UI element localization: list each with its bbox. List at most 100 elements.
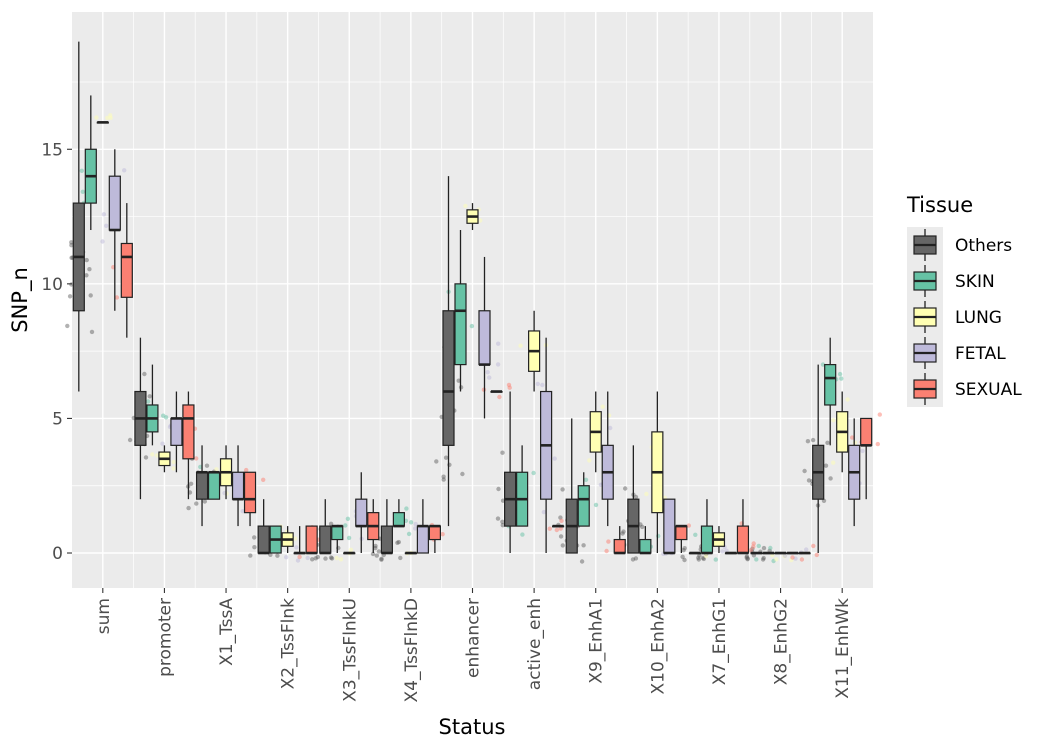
data-point [768, 545, 773, 551]
data-point [756, 543, 761, 549]
data-point [142, 371, 147, 377]
data-point [440, 532, 445, 537]
legend-item-others: Others [907, 227, 1012, 263]
data-point [374, 553, 379, 558]
legend-label: FETAL [955, 344, 1006, 364]
data-point [108, 113, 113, 118]
data-point [252, 535, 257, 540]
legend-item-sexual: SEXUAL [907, 371, 1022, 407]
box-sexual [305, 525, 318, 555]
legend-item-lung: LUNG [907, 299, 1002, 335]
legend-label: LUNG [955, 308, 1002, 328]
box-sexual [613, 526, 626, 555]
box-skin [454, 230, 467, 392]
box-body [478, 310, 491, 366]
data-point [89, 329, 95, 335]
data-point [587, 458, 592, 463]
box-others [688, 551, 702, 555]
data-point [94, 115, 99, 120]
data-point [681, 548, 686, 553]
box-body [380, 525, 393, 554]
box-others [504, 391, 517, 554]
data-point [748, 548, 753, 553]
data-point [67, 294, 73, 299]
data-point [87, 267, 92, 272]
data-point [69, 240, 74, 245]
box-sexual [736, 499, 750, 555]
x-tick-label: X8_EnhG2 [772, 598, 792, 685]
legend-item-fetal: FETAL [907, 335, 1006, 371]
x-axis-ticks: sum promoter X1_TssA X2_TssFlnk X3_TssFlnkU X… [94, 588, 853, 702]
box-body [613, 538, 626, 554]
data-point [413, 526, 418, 531]
data-point [214, 467, 219, 472]
box-sexual [675, 524, 688, 554]
box-sexual [182, 391, 195, 500]
x-tick-label: active_enh [525, 598, 545, 690]
data-point [154, 453, 160, 458]
data-point [640, 524, 645, 530]
data-point [540, 382, 545, 388]
data-point [240, 509, 245, 514]
box-lung [712, 526, 726, 554]
box-skin [824, 337, 837, 446]
data-point [810, 437, 816, 443]
box-body [416, 525, 429, 554]
data-point [633, 556, 639, 561]
data-point [334, 555, 339, 561]
box-lung [281, 526, 294, 554]
data-point [443, 455, 449, 460]
x-tick-label: X9_EnhA1 [587, 598, 607, 684]
data-point [376, 549, 382, 554]
data-point [338, 557, 344, 562]
data-point [496, 486, 501, 492]
x-tick-label: X2_TssFlnk [279, 598, 299, 690]
box-sexual [798, 551, 811, 555]
data-point [343, 523, 348, 528]
box-body [182, 404, 195, 460]
box-body [675, 525, 688, 541]
data-point [656, 533, 661, 539]
box-skin [207, 470, 221, 500]
data-point [194, 456, 199, 461]
data-point [398, 555, 403, 561]
data-point [583, 477, 589, 482]
data-point [315, 554, 320, 560]
data-point [329, 556, 335, 561]
data-point [373, 543, 378, 549]
data-point [630, 557, 636, 562]
data-point [80, 189, 86, 194]
data-point [633, 494, 639, 500]
box-body [170, 417, 183, 446]
x-tick-label: X1_TssA [217, 598, 237, 666]
data-point [345, 516, 351, 521]
data-point [413, 521, 418, 527]
gridlines [72, 12, 873, 588]
data-point [252, 545, 257, 550]
x-tick-label: X10_EnhA2 [648, 598, 668, 695]
box-fetal [355, 472, 368, 554]
y-tick-label: 15 [41, 140, 63, 160]
box-body [700, 525, 714, 554]
box-body [824, 363, 837, 406]
box-fetal [848, 418, 861, 527]
data-point [875, 441, 880, 447]
data-point [558, 526, 563, 531]
data-point [560, 487, 565, 492]
data-point [535, 381, 540, 387]
legend-label: SKIN [955, 272, 995, 292]
data-point [552, 456, 557, 461]
data-point [581, 543, 586, 548]
data-point [248, 553, 253, 558]
data-point [713, 557, 718, 562]
data-point [160, 441, 165, 446]
box-body [331, 525, 344, 541]
y-tick-label: 10 [41, 275, 63, 295]
box-body [639, 538, 652, 554]
data-point [487, 375, 492, 380]
box-body [243, 471, 257, 514]
data-point [744, 555, 749, 560]
data-point [811, 543, 816, 549]
box-body [207, 471, 221, 500]
